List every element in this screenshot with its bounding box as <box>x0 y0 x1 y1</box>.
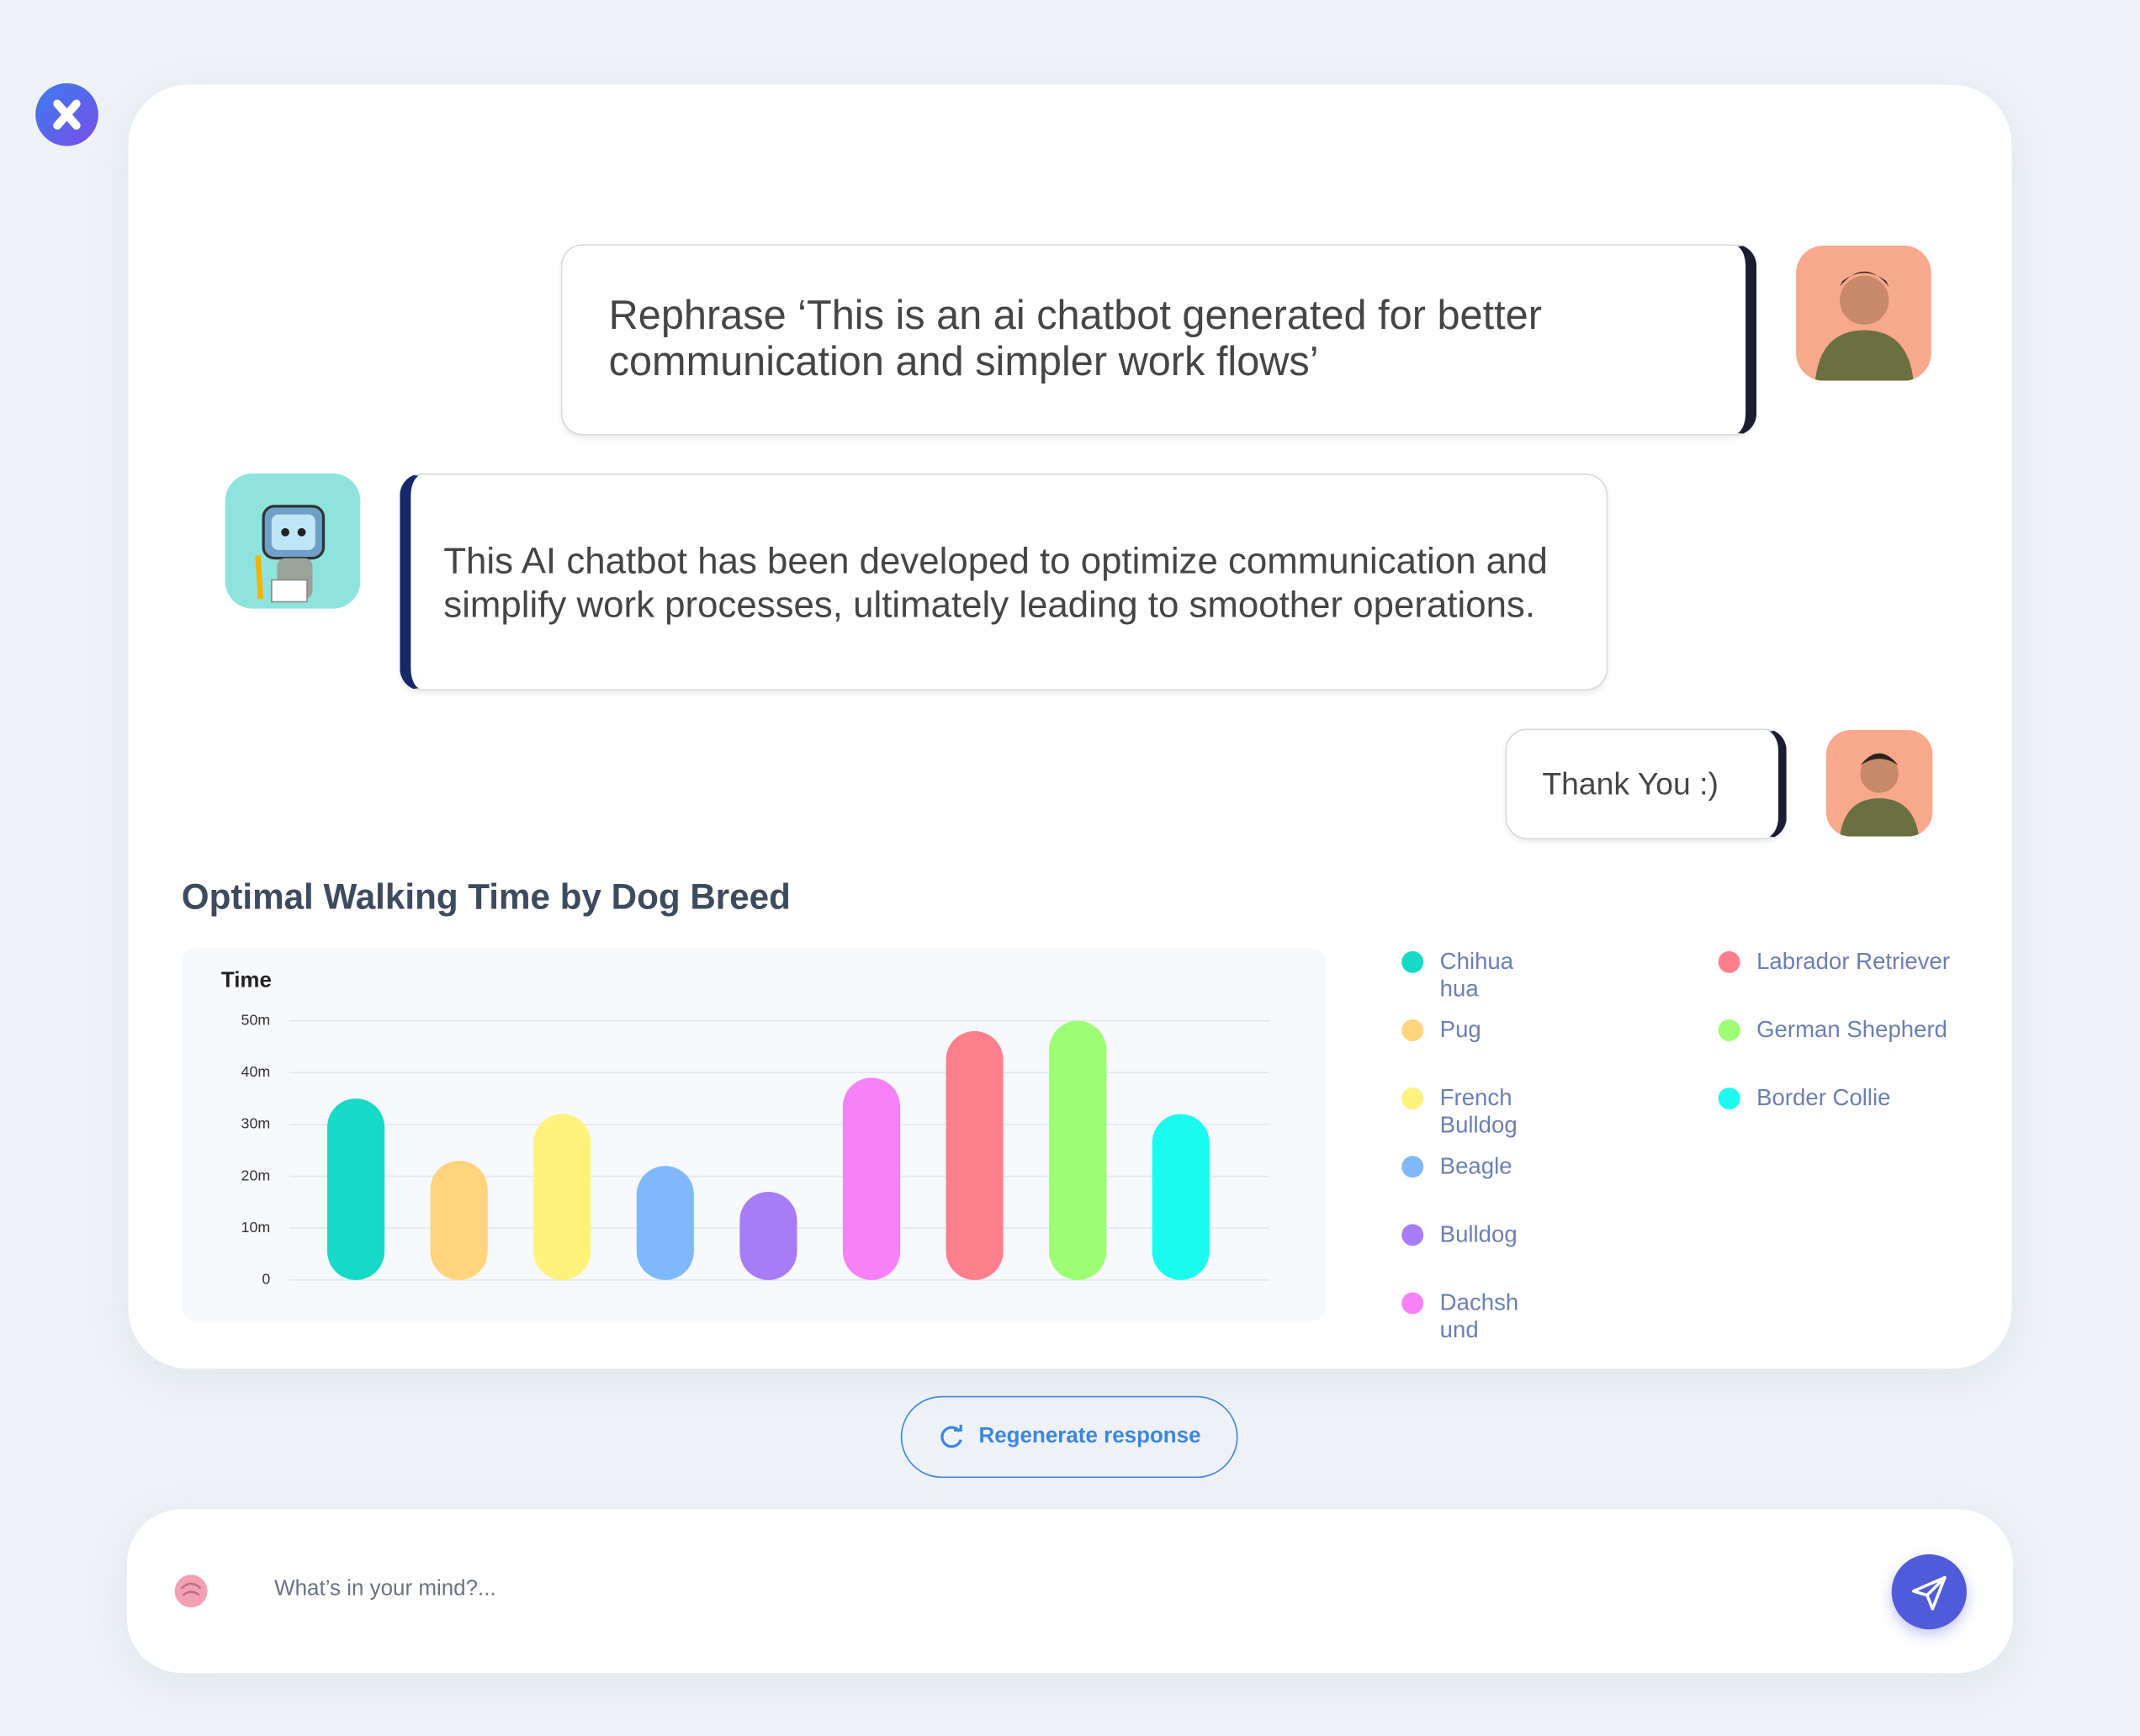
legend-label: Dachshund <box>1439 1289 1519 1343</box>
legend-swatch <box>1401 1088 1424 1110</box>
legend-label: Beagle <box>1439 1152 1512 1179</box>
input-placeholder: What’s in your mind?... <box>274 1577 496 1601</box>
user-avatar <box>1796 246 1931 381</box>
legend-label: Chihuahua <box>1439 948 1514 1002</box>
legend-label: French Bulldog <box>1439 1084 1518 1139</box>
legend-swatch <box>1401 1224 1424 1246</box>
legend-swatch <box>1718 950 1740 973</box>
legend-label: Labrador Retriever <box>1756 948 1951 975</box>
logo[interactable] <box>35 82 98 146</box>
legend-swatch <box>1401 1156 1424 1178</box>
bot-message: This AI chatbot has been developed to op… <box>400 473 1608 691</box>
user-message: Thank You :) <box>1505 728 1787 839</box>
button-label: Regenerate response <box>978 1424 1201 1448</box>
legend-swatch <box>1718 1019 1740 1041</box>
user-message: Rephrase ‘This is an ai chatbot generate… <box>560 244 1757 436</box>
message-text: Thank You :) <box>1542 765 1719 802</box>
legend-swatch <box>1401 1292 1424 1315</box>
regenerate-button[interactable]: Regenerate response <box>900 1395 1238 1479</box>
message-text: Rephrase ‘This is an ai chatbot generate… <box>608 293 1542 385</box>
legend-label: German Shepherd <box>1756 1016 1948 1043</box>
bot-avatar <box>225 473 361 609</box>
user-avatar <box>1825 730 1933 837</box>
message-text: This AI chatbot has been developed to op… <box>443 539 1548 625</box>
legend-swatch <box>1718 1088 1740 1110</box>
legend-swatch <box>1401 1019 1424 1041</box>
brain-icon <box>174 1575 208 1608</box>
legend-label: Border Collie <box>1756 1084 1891 1111</box>
legend-label: Pug <box>1439 1016 1481 1043</box>
legend-label: Bulldog <box>1439 1221 1518 1247</box>
chart-panel <box>181 948 1326 1321</box>
input-bar[interactable] <box>126 1509 2014 1674</box>
legend-swatch <box>1401 950 1424 973</box>
send-button[interactable] <box>1891 1553 1967 1630</box>
